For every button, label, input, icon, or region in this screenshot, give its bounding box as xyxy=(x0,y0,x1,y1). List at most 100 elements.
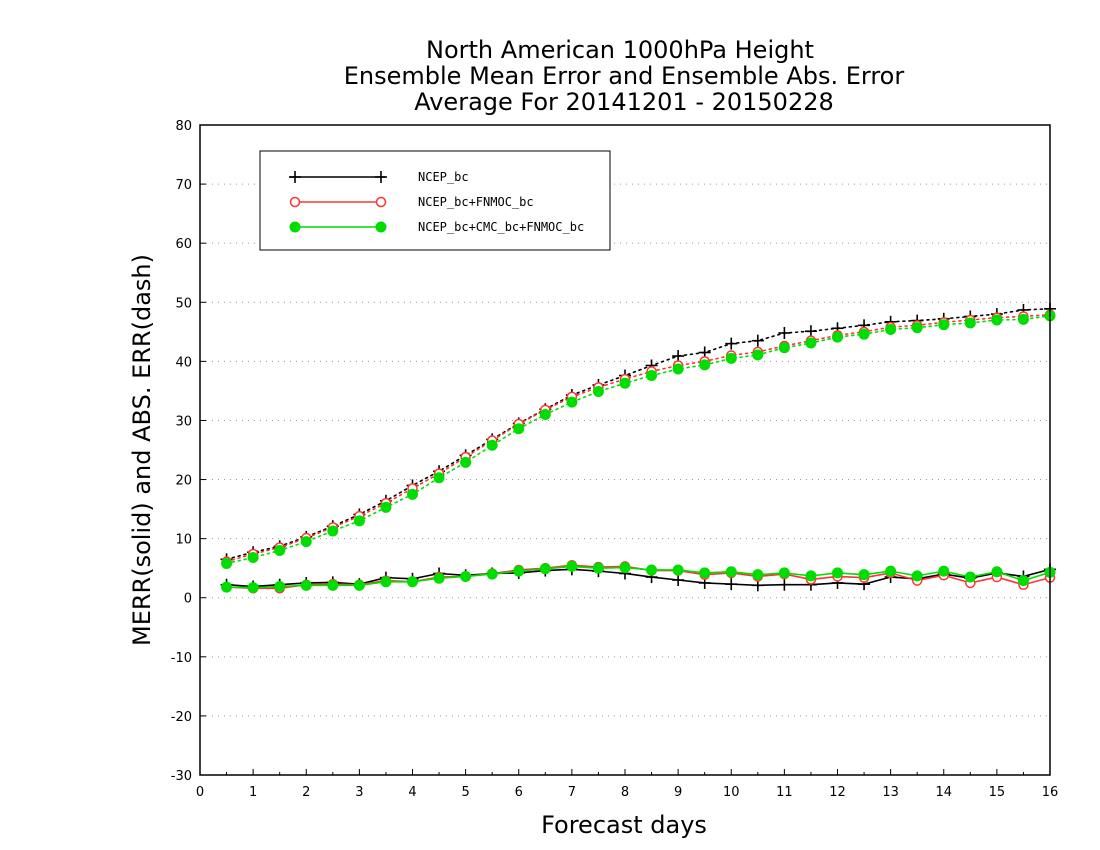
merr-point xyxy=(964,571,976,583)
y-tick-label: 40 xyxy=(175,355,192,370)
y-tick-label: 60 xyxy=(175,237,192,252)
abs-err-point xyxy=(486,439,498,451)
merr-point xyxy=(221,581,233,593)
x-tick-label: 13 xyxy=(882,785,899,800)
legend-marker xyxy=(289,196,301,208)
y-tick-label: -30 xyxy=(171,769,192,784)
merr-point xyxy=(247,582,259,594)
abs-err-line xyxy=(225,307,1051,561)
abs-err-point xyxy=(646,370,658,382)
merr-point xyxy=(1017,575,1029,587)
legend-label: NCEP_bc xyxy=(418,170,469,184)
merr-point xyxy=(566,560,578,572)
merr-point xyxy=(460,570,472,582)
merr-point xyxy=(433,572,445,584)
abs-err-point xyxy=(964,317,976,329)
x-tick-label: 11 xyxy=(776,785,793,800)
abs-err-point xyxy=(778,327,791,339)
x-tick-label: 14 xyxy=(935,785,952,800)
abs-err-point xyxy=(725,337,738,350)
abs-err-point xyxy=(725,352,737,364)
y-tick-label: -20 xyxy=(171,710,192,725)
title-line-3: Average For 20141201 - 20150228 xyxy=(414,88,834,116)
y-tick-label: 20 xyxy=(175,474,192,489)
y-tick-label: 70 xyxy=(175,178,192,193)
abs-err-point xyxy=(380,501,392,513)
x-tick-label: 3 xyxy=(355,785,363,800)
legend-marker xyxy=(289,221,301,233)
merr-point xyxy=(646,564,658,576)
abs-err-point xyxy=(539,409,551,421)
abs-err-point xyxy=(619,377,631,389)
abs-err-point xyxy=(699,359,711,371)
abs-err-point xyxy=(592,386,604,397)
merr-point xyxy=(805,570,817,582)
series-1 xyxy=(221,309,1056,594)
abs-err-line xyxy=(225,315,1051,565)
merr-point xyxy=(885,565,897,577)
x-tick-label: 4 xyxy=(408,785,416,800)
abs-err-point xyxy=(911,322,923,334)
merr-point xyxy=(380,576,392,588)
series-layer xyxy=(220,302,1056,594)
merr-point xyxy=(911,570,923,582)
abs-err-point xyxy=(832,331,843,343)
legend-box xyxy=(259,150,611,251)
abs-err-point xyxy=(991,314,1003,326)
abs-err-point xyxy=(566,396,578,408)
legend-marker xyxy=(375,221,387,233)
x-tick-label: 12 xyxy=(829,785,846,800)
merr-point xyxy=(300,579,312,591)
x-tick-label: 5 xyxy=(461,785,469,800)
legend-marker xyxy=(289,171,301,183)
abs-err-point xyxy=(858,328,870,340)
x-tick-label: 10 xyxy=(723,785,740,800)
merr-point xyxy=(486,568,498,580)
series-2 xyxy=(221,310,1056,594)
abs-err-point xyxy=(247,552,259,564)
legend-item: NCEP_bc+CMC_bc+FNMOC_bc xyxy=(289,220,584,234)
legend-item: NCEP_bc+FNMOC_bc xyxy=(289,195,534,209)
abs-err-point xyxy=(353,515,365,527)
merr-point xyxy=(274,581,286,592)
merr-point xyxy=(725,578,738,591)
abs-err-point xyxy=(805,337,817,349)
x-tick-label: 0 xyxy=(196,785,204,800)
merr-point xyxy=(858,569,870,581)
abs-err-point xyxy=(778,342,790,354)
merr-point xyxy=(938,565,950,577)
abs-err-point xyxy=(672,350,685,363)
merr-point xyxy=(407,576,418,588)
y-axis: -30 -20 -10 0 10 20 30 40 50 60 70 80 xyxy=(171,119,206,784)
x-tick-label: 8 xyxy=(621,785,629,800)
x-tick-label: 7 xyxy=(568,785,576,800)
abs-err-point xyxy=(672,363,684,375)
merr-point xyxy=(672,564,684,576)
abs-err-point xyxy=(751,334,764,347)
y-axis-label: MERR(solid) and ABS. ERR(dash) xyxy=(128,254,156,646)
merr-point xyxy=(513,565,525,577)
x-tick-label: 9 xyxy=(674,785,682,800)
merr-point xyxy=(725,566,737,578)
x-tick-label: 6 xyxy=(515,785,523,800)
legend: NCEP_bc NCEP_bc+FNMOC_bc NCEP_bc+CMC_bc+FN… xyxy=(259,150,611,251)
abs-err-point xyxy=(221,557,233,569)
y-tick-label: 30 xyxy=(175,414,192,429)
merr-point xyxy=(832,567,843,579)
legend-marker xyxy=(375,171,387,183)
legend-item: NCEP_bc xyxy=(289,170,469,184)
chart-title: North American 1000hPa Height Ensemble M… xyxy=(344,36,905,116)
abs-err-point xyxy=(1017,313,1029,325)
abs-err-line xyxy=(225,313,1051,563)
merr-point xyxy=(991,566,1003,578)
abs-err-point xyxy=(300,536,312,548)
abs-err-point xyxy=(513,423,525,435)
y-tick-label: -10 xyxy=(171,651,192,666)
x-axis: 0 1 2 3 4 5 6 7 8 9 10 11 12 13 14 15 16 xyxy=(196,769,1058,800)
merr-point xyxy=(672,574,685,586)
y-tick-label: 80 xyxy=(175,119,192,134)
abs-err-point xyxy=(327,525,339,537)
merr-point xyxy=(592,562,604,574)
merr-point xyxy=(353,579,365,591)
